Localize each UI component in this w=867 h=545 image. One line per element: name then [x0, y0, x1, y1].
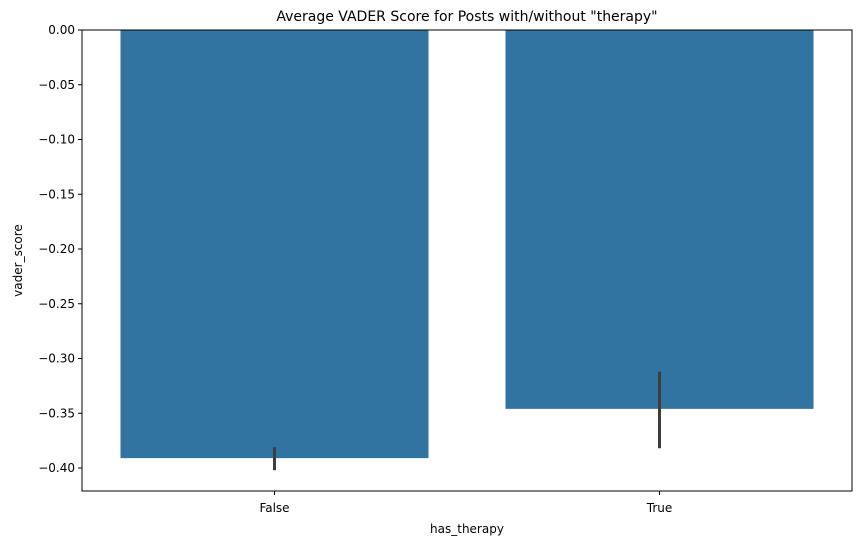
x-tick-label: True — [646, 501, 673, 515]
chart-title: Average VADER Score for Posts with/witho… — [276, 9, 657, 25]
x-axis: False True — [259, 491, 672, 515]
y-tick-label: −0.35 — [38, 406, 75, 420]
y-axis-label: vader_score — [11, 224, 25, 297]
y-tick-label: −0.40 — [38, 461, 75, 475]
y-tick-label: −0.05 — [38, 78, 75, 92]
bars-group — [120, 30, 814, 459]
y-tick-label: −0.25 — [38, 297, 75, 311]
y-axis: 0.00 −0.05 −0.10 −0.15 −0.20 −0.25 −0.30 −0.35 −… — [38, 23, 82, 475]
y-tick-label: −0.30 — [38, 352, 75, 366]
plot-frame — [81, 29, 853, 492]
x-axis-label: has_therapy — [430, 522, 504, 536]
bar-true — [505, 30, 814, 409]
x-tick-label: False — [259, 501, 289, 515]
y-tick-label: −0.15 — [38, 187, 75, 201]
y-tick-label: −0.10 — [38, 133, 75, 147]
y-tick-label: −0.20 — [38, 242, 75, 256]
error-bars-group — [273, 371, 661, 471]
bar-false — [120, 30, 429, 459]
y-tick-label: 0.00 — [48, 23, 75, 37]
